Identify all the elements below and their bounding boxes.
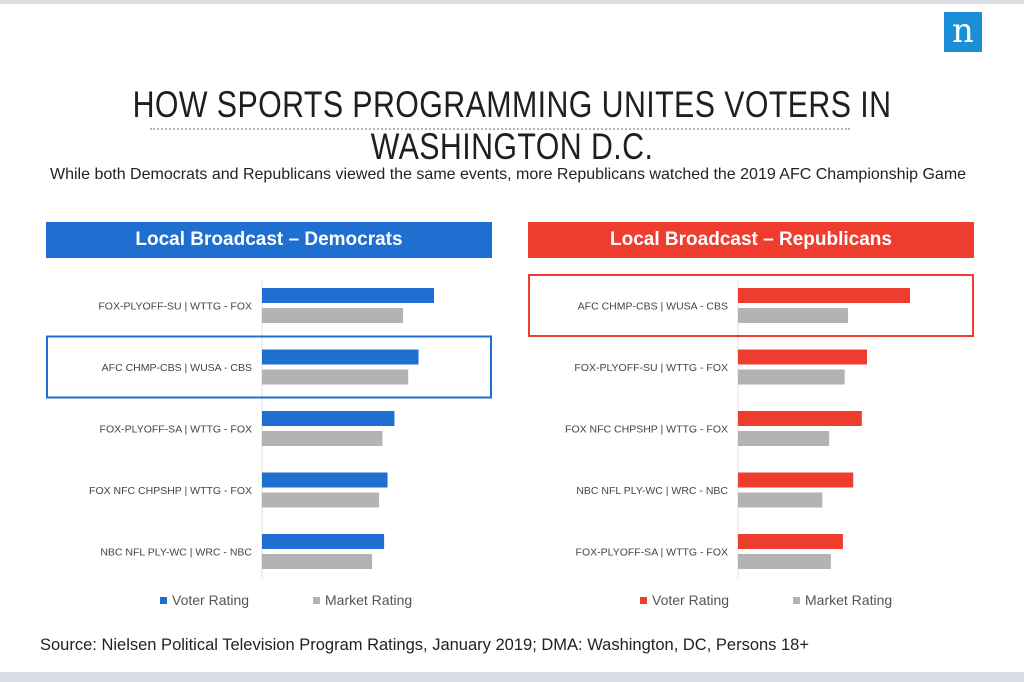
- rep-legend-voter-label: Voter Rating: [652, 592, 729, 608]
- dem-category-label: FOX-PLYOFF-SA | WTTG - FOX: [100, 424, 252, 436]
- rep-market-bar: [738, 369, 845, 385]
- dem-market-bar: [262, 492, 379, 508]
- rep-market-bar: [738, 431, 830, 446]
- rep-highlight-box: [528, 274, 974, 337]
- rep-voter-bar: [738, 288, 910, 303]
- dem-market-bar: [262, 369, 409, 385]
- nielsen-logo: n: [944, 12, 982, 52]
- chart-subtitle: While both Democrats and Republicans vie…: [50, 166, 967, 183]
- democrats-panel-header: Local Broadcast – Democrats: [46, 222, 492, 258]
- top-frame-bar: [0, 0, 1024, 4]
- rep-category-label: AFC CHMP-CBS | WUSA - CBS: [578, 301, 728, 313]
- dem-category-label: FOX NFC CHPSHP | WTTG - FOX: [89, 485, 252, 497]
- dem-voter-bar: [262, 534, 385, 549]
- rep-category-label: FOX-PLYOFF-SA | WTTG - FOX: [576, 547, 728, 559]
- rep-legend-market-swatch: [793, 597, 800, 604]
- dem-category-label: NBC NFL PLY-WC | WRC - NBC: [100, 547, 252, 559]
- rep-market-bar: [738, 554, 831, 569]
- source-note: Source: Nielsen Political Television Pro…: [40, 636, 809, 654]
- dem-voter-bar: [262, 349, 419, 365]
- dem-voter-bar: [262, 472, 388, 488]
- dem-highlight-box: [46, 335, 492, 399]
- dem-voter-bar: [262, 411, 395, 426]
- rep-category-label: FOX NFC CHPSHP | WTTG - FOX: [565, 424, 728, 436]
- rep-legend-voter-swatch: [640, 597, 647, 604]
- dem-market-bar: [262, 554, 373, 569]
- dem-legend-market-swatch: [313, 597, 320, 604]
- page-title: HOW SPORTS PROGRAMMING UNITES VOTERS IN …: [132, 84, 892, 167]
- bottom-frame-bar: [0, 672, 1024, 682]
- dem-voter-bar: [262, 288, 434, 303]
- rep-legend-market-label: Market Rating: [805, 592, 892, 608]
- dem-legend-voter-label: Voter Rating: [172, 592, 249, 608]
- dem-market-bar: [262, 431, 383, 446]
- rep-category-label: FOX-PLYOFF-SU | WTTG - FOX: [574, 362, 728, 374]
- rep-voter-bar: [738, 349, 867, 365]
- rep-voter-bar: [738, 411, 862, 426]
- rep-voter-bar: [738, 472, 854, 488]
- dem-category-label: AFC CHMP-CBS | WUSA - CBS: [102, 362, 252, 374]
- rep-category-label: NBC NFL PLY-WC | WRC - NBC: [576, 485, 728, 497]
- dem-market-bar: [262, 308, 404, 323]
- dem-category-label: FOX-PLYOFF-SU | WTTG - FOX: [98, 301, 252, 313]
- republicans-panel-header: Local Broadcast – Republicans: [528, 222, 974, 258]
- rep-voter-bar: [738, 534, 843, 549]
- dem-legend-voter-swatch: [160, 597, 167, 604]
- rep-market-bar: [738, 492, 823, 508]
- dem-legend-market-label: Market Rating: [325, 592, 412, 608]
- title-divider: [150, 128, 850, 132]
- rep-market-bar: [738, 308, 849, 323]
